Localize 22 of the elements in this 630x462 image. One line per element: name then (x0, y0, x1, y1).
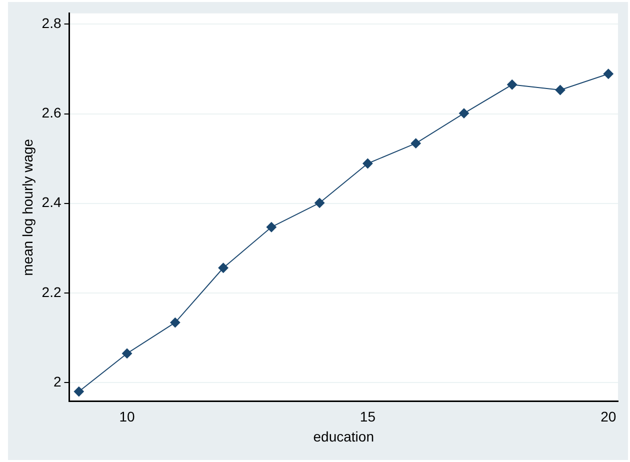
x-axis-title: education (313, 428, 374, 444)
point (74, 386, 84, 397)
x-tick-label: 15 (360, 408, 376, 425)
point (362, 158, 373, 168)
y-tick-label: 2.6 (42, 104, 62, 121)
point (458, 108, 469, 118)
x-tick-label: 20 (600, 408, 616, 425)
point (218, 262, 228, 273)
point (266, 222, 276, 232)
x-tick-label: 10 (119, 408, 136, 425)
y-tick-label: 2.2 (42, 284, 62, 300)
point (410, 138, 421, 148)
y-tick-label: 2 (53, 373, 62, 390)
point (603, 68, 614, 79)
point (555, 85, 566, 96)
y-axis-title: mean log hourly wage (19, 138, 36, 276)
point (314, 198, 325, 208)
y-tick-label: 2.8 (42, 15, 62, 32)
point (122, 348, 132, 358)
point (170, 318, 180, 328)
point (507, 80, 518, 90)
y-tick-label: 2.4 (42, 194, 62, 210)
